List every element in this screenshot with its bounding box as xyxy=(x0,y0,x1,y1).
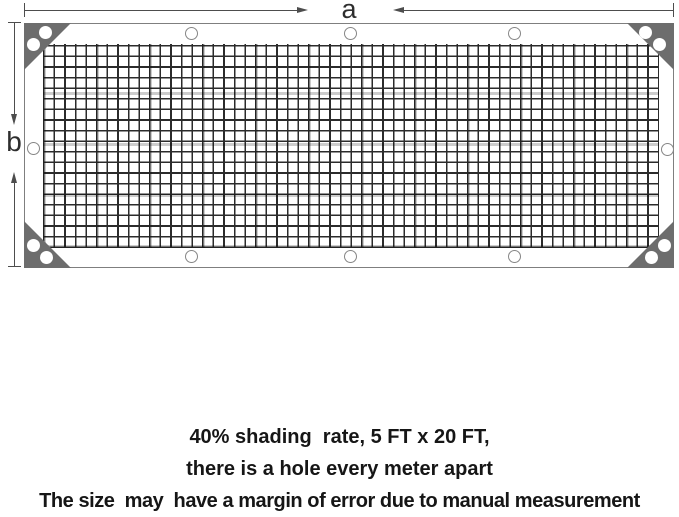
shade-net-panel xyxy=(24,23,674,268)
dimension-b-arrow-down-icon xyxy=(11,114,17,125)
dimension-b-line-bottom xyxy=(14,183,15,267)
corner-grommet-hole xyxy=(39,26,52,39)
dimension-b-label: b xyxy=(6,126,22,157)
grommet-hole-bottom xyxy=(344,250,357,263)
grommet-hole-top xyxy=(508,27,521,40)
corner-grommet-hole xyxy=(645,251,658,264)
dimension-a-line-right xyxy=(404,10,674,11)
corner-grommet-hole xyxy=(27,38,40,51)
dimension-b-bottom-tick xyxy=(8,266,21,267)
grommet-hole-top xyxy=(344,27,357,40)
caption-shading-rate: 40% shading rate, 5 FT x 20 FT, xyxy=(189,426,490,448)
dimension-b-line-top xyxy=(14,22,15,114)
corner-grommet-hole xyxy=(653,38,666,51)
dimension-a-line-left xyxy=(24,10,298,11)
grommet-hole-left xyxy=(27,142,40,155)
caption-hole-spacing: there is a hole every meter apart xyxy=(186,458,493,480)
grommet-hole-right xyxy=(661,143,674,156)
corner-grommet-hole xyxy=(27,239,40,252)
caption-measurement-disclaimer: The size may have a margin of error due … xyxy=(39,490,640,512)
grommet-hole-bottom xyxy=(185,250,198,263)
corner-grommet-hole xyxy=(658,239,671,252)
grommet-hole-top xyxy=(185,27,198,40)
corner-grommet-hole xyxy=(40,251,53,264)
shade-net-mesh xyxy=(43,44,659,248)
dimension-a-arrow-left-icon xyxy=(393,7,404,13)
dimension-a-label: a xyxy=(341,0,357,24)
grommet-hole-bottom xyxy=(508,250,521,263)
dimension-a-right-tick xyxy=(673,3,674,17)
corner-grommet-hole xyxy=(639,26,652,39)
dimension-b-arrow-up-icon xyxy=(11,172,17,183)
dimension-a-arrow-right-icon xyxy=(297,7,308,13)
